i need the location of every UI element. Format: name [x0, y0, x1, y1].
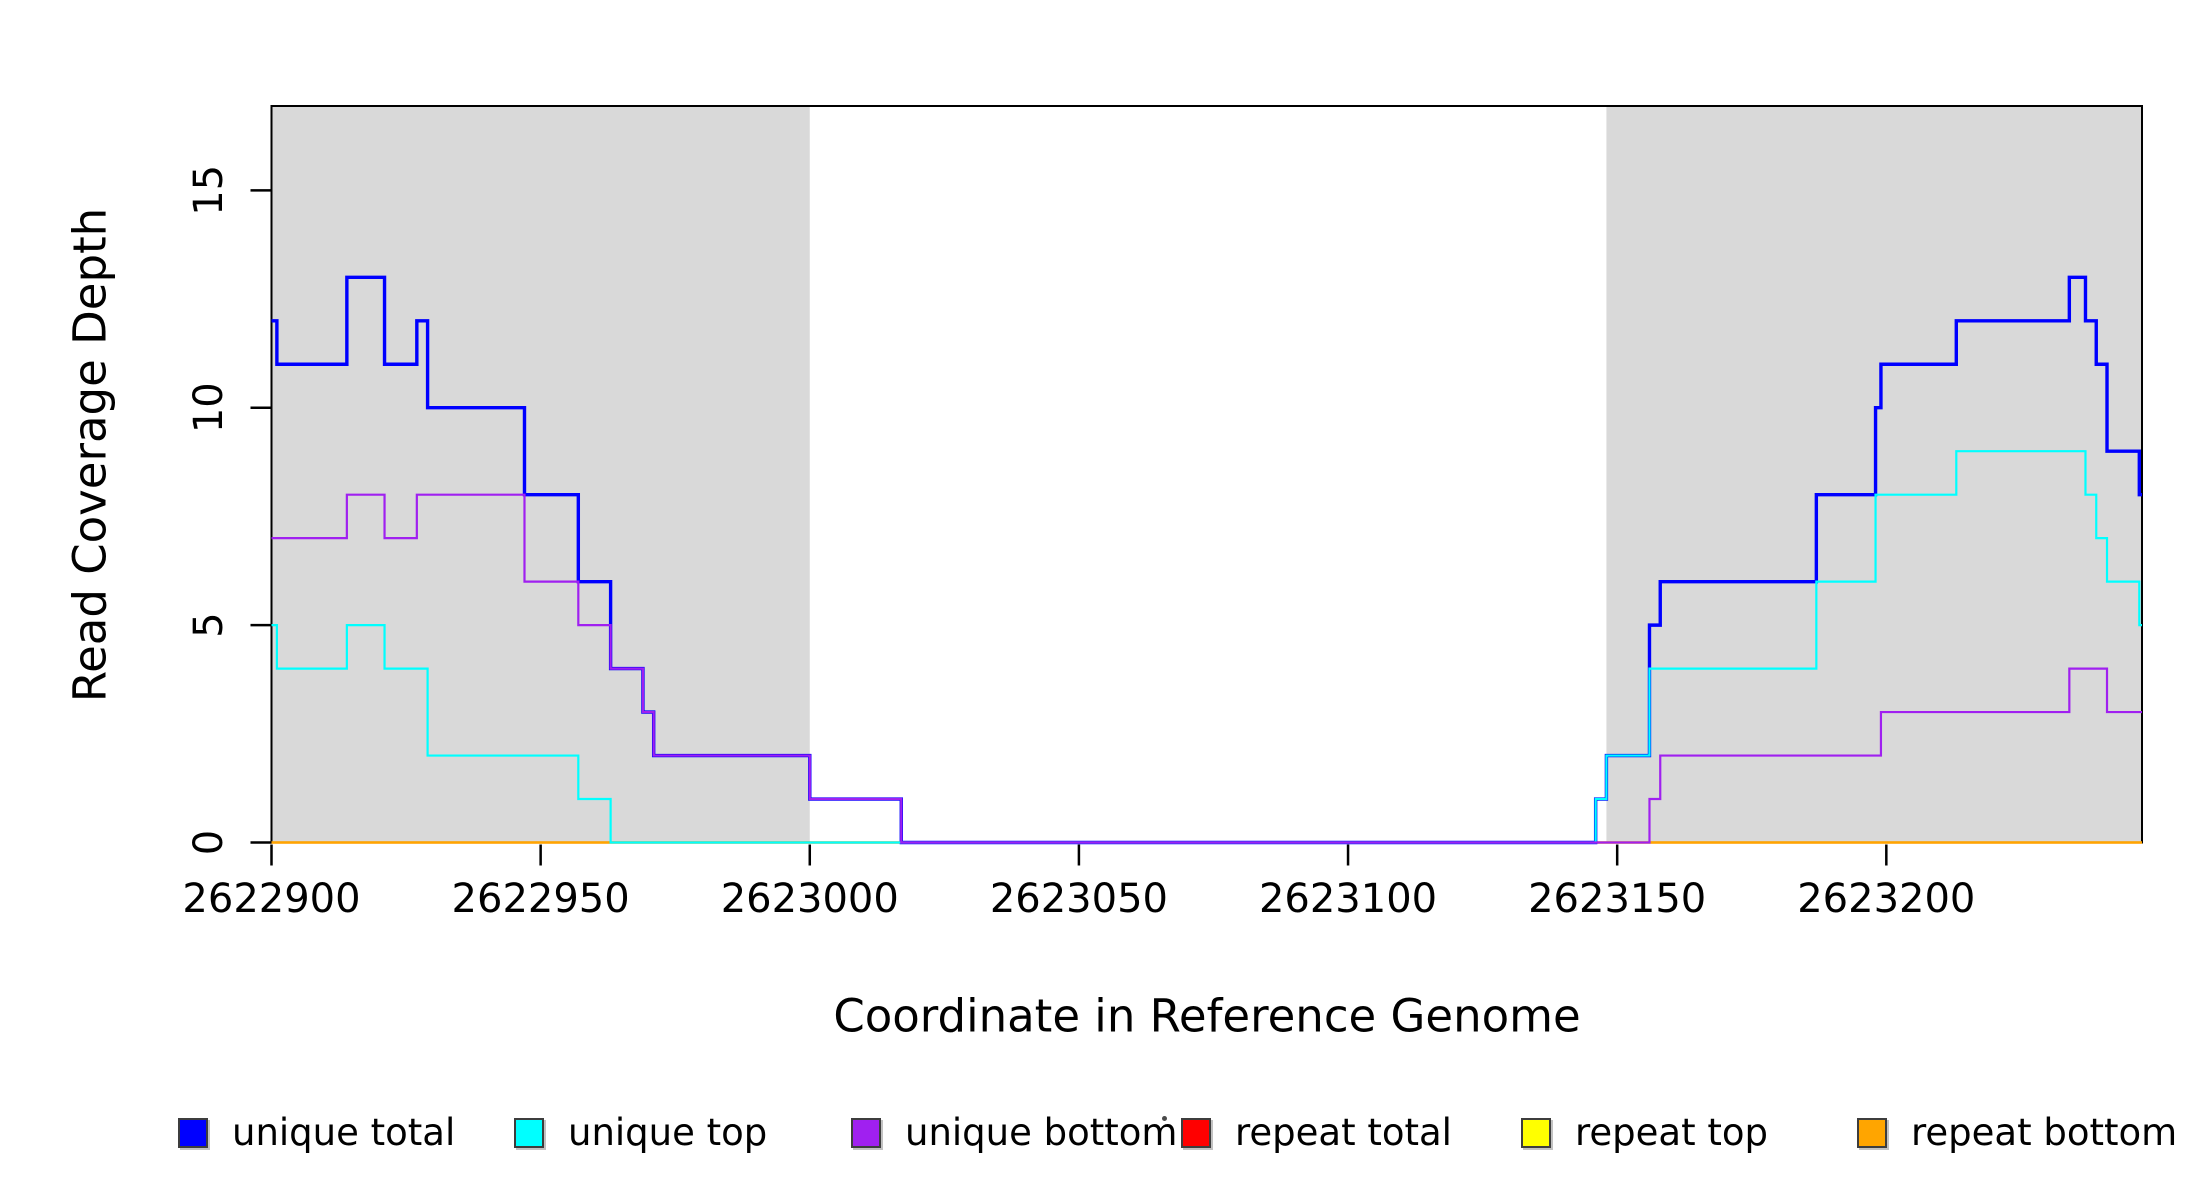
x-axis-tick-label: 2623000 — [721, 876, 899, 922]
legend-label: unique top — [568, 1111, 768, 1154]
legend-item-repeat-bottom: repeat bottom — [1857, 1111, 2178, 1154]
legend-label: unique total — [232, 1111, 456, 1154]
y-axis-title: Read Coverage Depth — [63, 207, 117, 703]
legend-item-unique-total: unique total — [178, 1111, 456, 1154]
legend-item-unique-bottom: unique bottom — [851, 1111, 1178, 1154]
legend-swatch-unique-top — [514, 1118, 544, 1148]
legend-swatch-unique-bottom — [851, 1118, 881, 1148]
x-axis-tick-label: 2623050 — [990, 876, 1168, 922]
legend-label: repeat total — [1235, 1111, 1452, 1154]
legend-item-unique-top: unique top — [514, 1111, 768, 1154]
x-axis-title: Coordinate in Reference Genome — [833, 989, 1581, 1043]
legend-label: repeat top — [1575, 1111, 1768, 1154]
legend-item-repeat-top: repeat top — [1521, 1111, 1768, 1154]
y-axis-tick-label: 15 — [186, 165, 232, 216]
legend-swatch-repeat-bottom — [1857, 1118, 1887, 1148]
x-axis-tick-label: 2623200 — [1797, 876, 1975, 922]
series-line-unique-top — [271, 450, 2142, 844]
legend-swatch-unique-total — [178, 1118, 208, 1148]
shaded-region-1 — [271, 106, 810, 843]
legend-label: repeat bottom — [1911, 1111, 2178, 1154]
stray-mark — [1162, 1116, 1167, 1121]
y-axis-tick-label: 5 — [186, 612, 232, 637]
series-line-unique-bottom — [271, 493, 2142, 844]
y-axis-tick-label: 10 — [186, 382, 232, 433]
legend-swatch-repeat-total — [1181, 1118, 1211, 1148]
legend-item-repeat-total: repeat total — [1181, 1111, 1452, 1154]
x-axis-tick-label: 2623100 — [1259, 876, 1437, 922]
x-axis-tick-label: 2622950 — [452, 876, 630, 922]
y-axis-tick-label: 0 — [186, 830, 232, 855]
legend-swatch-repeat-top — [1521, 1118, 1551, 1148]
legend-label: unique bottom — [905, 1111, 1178, 1154]
x-axis-tick-label: 2623150 — [1528, 876, 1706, 922]
x-axis-tick-label: 2622900 — [182, 876, 360, 922]
